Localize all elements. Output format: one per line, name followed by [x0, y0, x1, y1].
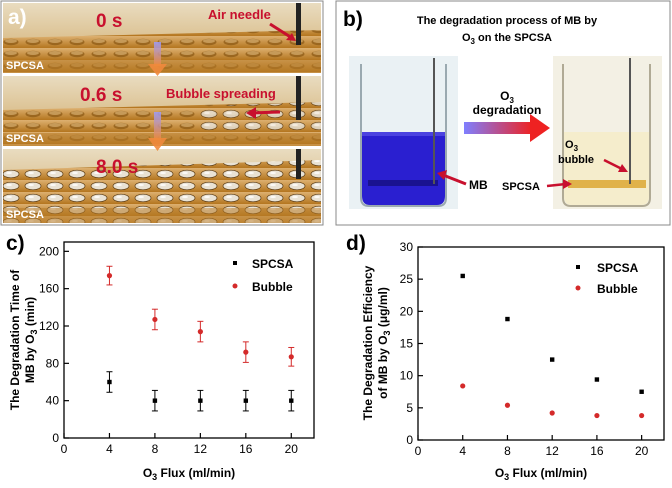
chart-d-legend-bubble: Bubble [597, 282, 638, 296]
chart-c-point-bubble [288, 354, 294, 360]
chart-d-ytick-label: 0 [406, 433, 413, 447]
chart-d-ytick-label: 20 [400, 304, 414, 318]
o3-arrow-label-line2: degradation [473, 103, 542, 117]
chart-d-xtick-label: 20 [635, 444, 649, 458]
chart-d-ytick-label: 5 [406, 401, 413, 415]
frame-1-time: 0 s [96, 11, 122, 32]
chart-c-point-bubble [152, 316, 158, 323]
chart-d-point-bubble [594, 412, 600, 419]
chart-c-point-bubble [197, 329, 203, 335]
panel-b-title-line2: O3 on the SPCSA [462, 32, 552, 46]
chart-c-xtick-label: 12 [194, 442, 208, 456]
chart-c-point-spcsa [289, 398, 294, 403]
degradation-arrow-icon [464, 114, 550, 142]
chart-d-ylabel: The Degradation Efficiency [361, 265, 375, 420]
chart-d-point-spcsa [460, 273, 465, 279]
panel-c-label: c) [6, 232, 25, 255]
chart-c-ytick-label: 80 [46, 356, 60, 370]
air-needle-arrow-icon [269, 22, 296, 41]
chart-d-point-bubble [639, 412, 645, 419]
chart-c-xlabel: O3 Flux (ml/min) [143, 466, 235, 482]
panel-b-label: b) [343, 8, 363, 31]
frame-2-annotation: Bubble spreading [166, 86, 276, 101]
panel-b: b) The degradation process of MB by O3 o… [335, 0, 671, 226]
frame-1-substrate: SPCSA [6, 60, 44, 72]
mb-beaker [349, 56, 458, 209]
chart-c-xtick-label: 16 [239, 442, 253, 456]
chart-c-ylabel: The Degradation Time of [8, 269, 22, 410]
chart-c-point-bubble [106, 273, 113, 279]
frame-3-substrate: SPCSA [6, 209, 44, 221]
chart-c-point-spcsa [198, 398, 203, 403]
frame-1-annotation: Air needle [208, 7, 271, 22]
chart-c-point-bubble [243, 349, 249, 355]
chart-c-legend: SPCSA Bubble [232, 257, 294, 294]
panel-a: a) 0 s Air needle SPCSA 0.6 s Bubble spr… [0, 0, 324, 226]
chart-d-ylabel-line2: of MB by O3 (μg/ml) [376, 287, 392, 399]
chart-c-ytick-label: 120 [39, 319, 59, 333]
chart-c-point-spcsa [152, 398, 158, 403]
chart-c-xtick-label: 0 [61, 442, 68, 456]
chart-d-ytick-label: 30 [400, 240, 414, 254]
chart-d-point-spcsa [594, 377, 600, 382]
chart-d-ytick-label: 10 [400, 369, 414, 383]
o3-bubble-label: O3 [565, 139, 579, 153]
o3-bubble-label-line2: bubble [558, 154, 594, 166]
chart-c-ylabel-line2: MB by O3 (min) [23, 297, 39, 383]
chart-d-legend-spcsa: SPCSA [597, 261, 639, 275]
panel-a-label: a) [8, 6, 27, 29]
bubble-spreading-arrow-icon [246, 107, 281, 119]
chart-c-frame [63, 241, 315, 439]
chart-c-ytick-label: 160 [39, 282, 59, 296]
frame-3-time: 8.0 s [96, 157, 138, 178]
chart-d-ytick-label: 25 [400, 272, 414, 286]
chart-d-xtick-label: 4 [459, 444, 466, 458]
chart-d-point-bubble [460, 383, 466, 389]
chart-d-xtick-label: 8 [504, 444, 511, 458]
chart-c-xtick-label: 4 [106, 442, 113, 456]
chart-d-point-spcsa [505, 316, 510, 322]
spcsa-arrow-icon [546, 179, 572, 189]
panel-d-label: d) [346, 232, 366, 255]
chart-c-xtick-label: 20 [285, 442, 299, 456]
frame-2-substrate: SPCSA [6, 133, 44, 145]
spcsa-label-b: SPCSA [502, 181, 540, 193]
frame-0s [3, 3, 321, 73]
chart-c-point-spcsa [243, 398, 249, 403]
chart-d-xlabel: O3 Flux (ml/min) [495, 466, 587, 482]
degraded-beaker [553, 56, 662, 209]
chart-c-legend-bubble: Bubble [252, 280, 293, 294]
chart-d-point-bubble [504, 402, 511, 408]
mb-label: MB [469, 178, 488, 192]
chart-d-xtick-label: 12 [546, 444, 560, 458]
chart-d-frame [417, 246, 665, 441]
chart-c-point-spcsa [107, 379, 112, 385]
chart-d-point-bubble [549, 410, 555, 416]
chart-d-xtick-label: 0 [415, 444, 422, 458]
chart-c-ytick-label: 200 [39, 244, 59, 258]
time-arrow-icon [148, 42, 167, 151]
chart-d-xtick-label: 16 [590, 444, 604, 458]
chart-d-point-spcsa [639, 389, 644, 394]
chart-c-ytick-label: 40 [46, 394, 60, 408]
panel-d: d) 0 4 8 12 16 20 0 5 10 15 20 25 30 The Degradation… [346, 232, 665, 482]
chart-c-ytick-label: 0 [52, 431, 59, 445]
bubble-arrow-icon [603, 158, 628, 172]
chart-c-xtick-label: 8 [152, 442, 159, 456]
panel-b-title-line1: The degradation process of MB by [417, 15, 598, 27]
mb-arrow-icon [437, 170, 467, 186]
chart-d-point-spcsa [549, 357, 555, 362]
frame-2-time: 0.6 s [80, 85, 122, 106]
frame-8s [3, 149, 321, 223]
chart-d-legend: SPCSA Bubble [575, 261, 639, 296]
o3-arrow-label: O3 [500, 89, 514, 105]
chart-c-legend-spcsa: SPCSA [252, 257, 294, 271]
chart-d-ytick-label: 15 [400, 337, 414, 351]
